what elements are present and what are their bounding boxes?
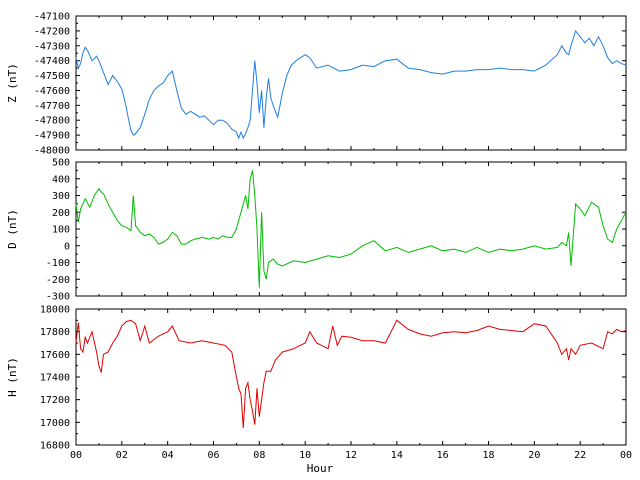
x-tick-label: 22	[574, 450, 586, 461]
x-tick-label: 00	[620, 450, 632, 461]
d-ytick-label: -300	[46, 292, 70, 303]
d-ytick-label: 0	[64, 241, 70, 252]
h-ytick-label: 16800	[40, 441, 70, 452]
h-ytick-label: 17600	[40, 350, 70, 361]
x-axis: 00 02 04 06 08 10 12 14 16 18 20 22 00	[70, 450, 632, 461]
x-tick-label: 04	[162, 450, 174, 461]
x-axis-title: Hour	[307, 462, 334, 475]
x-tick-label: 16	[437, 450, 449, 461]
d-ytick-label: 300	[52, 191, 70, 202]
z-ytick-label: -47500	[34, 71, 70, 82]
z-ytick-label: -47300	[34, 41, 70, 52]
d-ytick-label: -200	[46, 275, 70, 286]
x-tick-label: 14	[391, 450, 403, 461]
h-ytick-label: 17400	[40, 373, 70, 384]
z-ytick-label: -47600	[34, 86, 70, 97]
x-tick-label: 06	[207, 450, 219, 461]
z-plot-frame	[75, 15, 627, 151]
z-ytick-label: -47400	[34, 56, 70, 67]
d-ytick-label: 500	[52, 158, 70, 169]
h-ytick-label: 18000	[40, 305, 70, 316]
z-ytick-label: -48000	[34, 146, 70, 157]
x-tick-label: 02	[116, 450, 128, 461]
z-ytick-label: -47700	[34, 101, 70, 112]
x-tick-label: 12	[345, 450, 357, 461]
z-axis-title: Z (nT)	[6, 63, 19, 103]
h-series-line	[75, 319, 627, 429]
h-ytick-label: 17800	[40, 327, 70, 338]
d-plot-frame	[75, 161, 627, 297]
z-ytick-label: -47100	[34, 12, 70, 23]
d-ytick-label: 100	[52, 225, 70, 236]
d-ytick-label: 400	[52, 174, 70, 185]
panel-d: 500 400 300 200 100 0 -100 -200 -300 D (nT)	[6, 158, 627, 303]
x-tick-label: 18	[482, 450, 494, 461]
panel-h: 18000 17800 17600 17400 17200 17000 16800 H (nT…	[6, 305, 627, 452]
d-axis-title: D (nT)	[6, 209, 19, 249]
z-series-line	[75, 29, 627, 140]
d-ytick-label: 200	[52, 208, 70, 219]
d-ytick-label: -100	[46, 258, 70, 269]
h-axis-title: H (nT)	[6, 357, 19, 397]
panel-z: -47100 -47200 -47300 -47400 -47500 -47600 -477…	[6, 12, 627, 157]
x-tick-label: 10	[299, 450, 311, 461]
h-ytick-label: 17000	[40, 418, 70, 429]
d-series-line	[75, 170, 627, 288]
z-ytick-label: -47800	[34, 116, 70, 127]
z-ytick-label: -47200	[34, 26, 70, 37]
x-tick-label: 08	[253, 450, 265, 461]
h-ytick-label: 17200	[40, 395, 70, 406]
x-tick-label: 00	[70, 450, 82, 461]
h-plot-frame	[75, 308, 627, 446]
x-tick-label: 20	[528, 450, 540, 461]
z-ytick-label: -47900	[34, 131, 70, 142]
